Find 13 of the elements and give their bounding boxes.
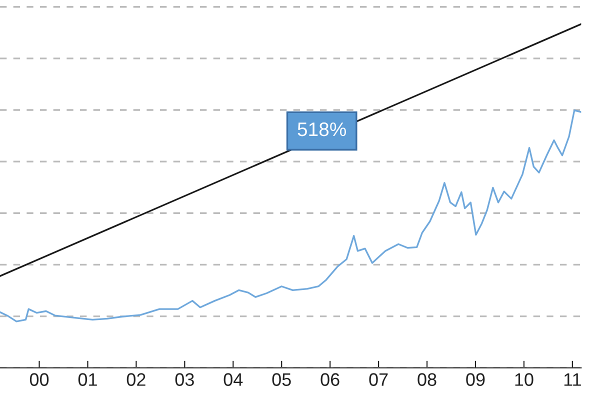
x-tick-label: 06 [320, 373, 340, 386]
annotation: 518% [298, 122, 346, 136]
x-tick-label: 08 [418, 373, 436, 386]
x-tick-label: 07 [369, 373, 388, 386]
x-tick-label: 01 [78, 373, 97, 386]
x-tick-label: 10 [515, 373, 534, 386]
x-tick-label: 05 [272, 373, 291, 386]
x-tick-label: 11 [564, 373, 581, 386]
x-tick-label: 00 [30, 373, 49, 386]
x-tick-label: 02 [126, 373, 146, 386]
x-tick-label: 09 [466, 373, 485, 386]
x-tick-label: 03 [175, 373, 194, 386]
x-tick-label: 04 [224, 373, 243, 386]
